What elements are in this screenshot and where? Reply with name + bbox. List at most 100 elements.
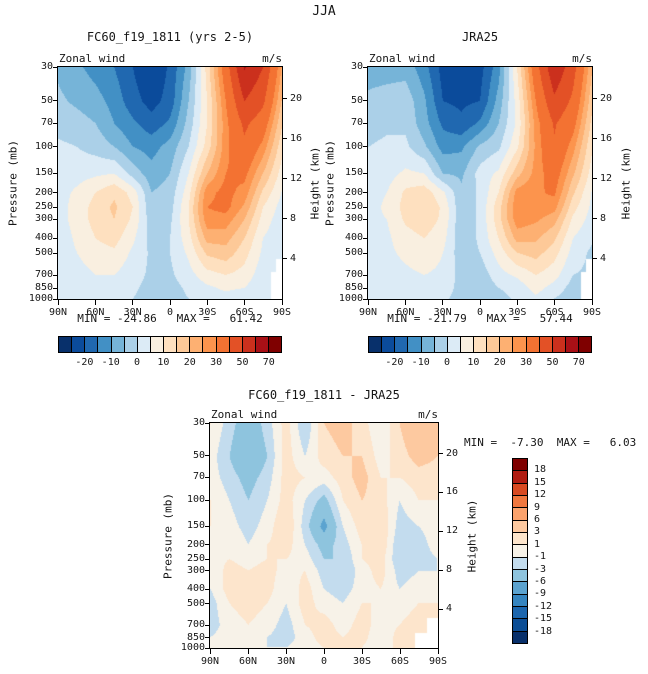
latitude-tick	[281, 300, 283, 305]
pressure-tick	[53, 146, 58, 148]
pressure-tick	[363, 146, 368, 148]
pressure-tick	[363, 122, 368, 124]
colorbar-cell	[110, 337, 124, 352]
colorbar-label: 70	[572, 357, 585, 368]
latitude-tick-label: 90S	[582, 307, 602, 318]
pressure-tick	[205, 499, 210, 501]
colorbar-cell	[254, 337, 268, 352]
height-tick	[438, 530, 443, 532]
colorbar-label: 0	[444, 357, 451, 368]
colorbar-label: -9	[534, 588, 547, 600]
colorbar-label: 12	[534, 489, 547, 501]
latitude-tick	[57, 300, 59, 305]
colorbar-cell	[163, 337, 177, 352]
field-label-model: Zonal wind	[59, 52, 126, 65]
figure-title: JJA	[312, 4, 336, 19]
pressure-tick	[363, 252, 368, 254]
pressure-tick	[363, 100, 368, 102]
colorbar-label: -15	[534, 613, 553, 625]
pressure-tick-label: 1000	[338, 293, 363, 304]
stats-diff: MIN = -7.30 MAX = 6.03	[464, 436, 637, 449]
latitude-tick	[209, 649, 211, 654]
pressure-tick-label: 200	[186, 538, 205, 550]
pressure-tick-label: 850	[344, 282, 363, 294]
field-label-jra: Zonal wind	[369, 52, 436, 65]
latitude-tick	[516, 300, 518, 305]
pressure-tick-label: 50	[192, 449, 205, 461]
pressure-tick	[53, 66, 58, 68]
pressure-tick	[363, 192, 368, 194]
height-tick-label: 8	[600, 212, 607, 224]
latitude-tick-label: 0	[476, 307, 484, 318]
units-label-jra: m/s	[572, 52, 592, 65]
pressure-tick-label: 250	[34, 201, 53, 213]
latitude-tick-label: 60S	[390, 656, 410, 667]
pressure-tick	[53, 100, 58, 102]
pressure-tick-label: 70	[192, 471, 205, 483]
height-tick	[438, 569, 443, 571]
colorbar-label: 70	[262, 357, 275, 368]
colorbar-jra	[368, 336, 592, 353]
pressure-tick	[53, 192, 58, 194]
colorbar-cell	[499, 337, 513, 352]
colorbar-cell	[202, 337, 216, 352]
colorbar-cell	[268, 337, 282, 352]
colorbar-label: 3	[534, 526, 541, 538]
pressure-tick	[205, 637, 210, 639]
pressure-tick-label: 250	[344, 201, 363, 213]
pressure-tick	[53, 298, 58, 300]
pressure-tick	[205, 544, 210, 546]
colorbar-cell	[513, 544, 527, 557]
latitude-tick	[367, 300, 369, 305]
colorbar-label: 20	[183, 357, 196, 368]
pressure-tick	[205, 476, 210, 478]
latitude-tick	[323, 649, 325, 654]
height-tick-label: 20	[600, 92, 613, 104]
pressure-tick-label: 850	[186, 631, 205, 643]
latitude-tick	[479, 300, 481, 305]
colorbar-label: 18	[534, 464, 547, 476]
colorbar-cell	[513, 519, 527, 532]
pressure-tick	[53, 206, 58, 208]
latitude-tick-label: 30S	[508, 307, 527, 318]
colorbar-diff	[512, 458, 528, 644]
latitude-tick	[404, 300, 406, 305]
pressure-tick-label: 150	[344, 167, 363, 179]
pressure-tick	[205, 422, 210, 424]
height-tick-label: 4	[446, 603, 453, 615]
units-label-model: m/s	[262, 52, 282, 65]
pressure-tick-label: 700	[34, 269, 53, 281]
colorbar-cell	[59, 337, 72, 352]
pressure-tick	[205, 603, 210, 605]
colorbar-label: -6	[534, 576, 547, 587]
pressure-tick	[53, 252, 58, 254]
height-tick-label: 8	[290, 212, 297, 224]
contour-plot-jra	[367, 66, 593, 300]
colorbar-label: 6	[534, 514, 541, 525]
latitude-tick-label: 90N	[358, 307, 378, 318]
stats-jra: MIN = -21.79 MAX = 57.44	[387, 312, 573, 325]
colorbar-cell	[71, 337, 85, 352]
pressure-tick-label: 1000	[180, 642, 205, 653]
pressure-tick-label: 100	[34, 140, 53, 152]
latitude-tick	[437, 649, 439, 654]
height-tick-label: 12	[446, 525, 459, 537]
height-tick-label: 8	[446, 564, 453, 576]
colorbar-cell	[513, 605, 527, 619]
colorbar-cell	[394, 337, 408, 352]
latitude-tick-label: 30N	[276, 656, 296, 667]
pressure-tick	[53, 237, 58, 239]
latitude-tick-label: 90S	[272, 307, 292, 318]
latitude-tick	[94, 300, 96, 305]
latitude-tick-label: 60S	[545, 307, 564, 318]
contour-canvas-model	[58, 67, 282, 299]
pressure-tick-label: 500	[186, 597, 205, 609]
latitude-tick-label: 30N	[123, 307, 142, 318]
pressure-tick-label: 70	[350, 117, 363, 129]
latitude-tick-label: 90N	[48, 307, 68, 318]
height-tick	[282, 98, 287, 99]
pressure-tick-label: 100	[186, 494, 205, 506]
latitude-tick	[361, 649, 363, 654]
height-tick-label: 20	[446, 447, 459, 459]
pressure-tick-label: 500	[34, 247, 53, 259]
